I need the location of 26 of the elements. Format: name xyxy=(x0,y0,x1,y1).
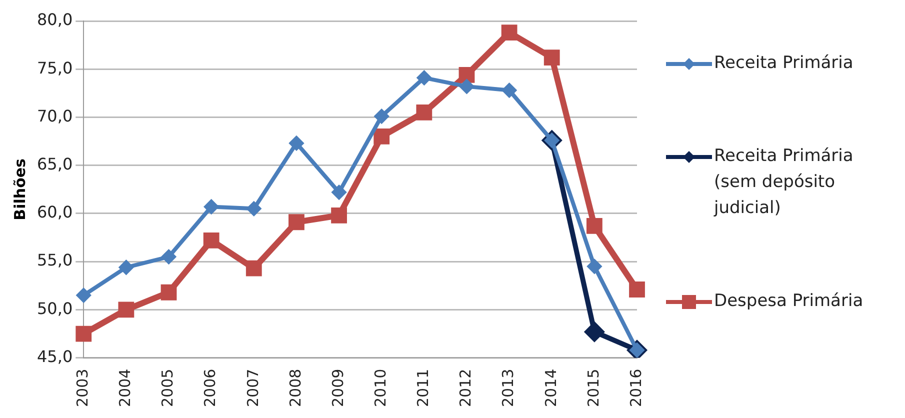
y-axis-title: Bilhões xyxy=(10,158,29,220)
x-tick-label: 2004 xyxy=(116,368,134,408)
x-tick-label: 2014 xyxy=(542,368,560,408)
legend-label: Despesa Primária xyxy=(714,290,864,314)
x-tick-label: 2003 xyxy=(74,368,92,408)
legend-label: Receita Primária xyxy=(714,52,854,75)
x-tick-label: 2005 xyxy=(158,368,177,408)
x-tick-label: 2013 xyxy=(499,368,518,408)
y-tick-label: 45,0 xyxy=(37,346,73,366)
y-tick-label: 65,0 xyxy=(37,154,73,174)
legend-label: Receita Primária (sem depósito judicial) xyxy=(714,144,854,220)
y-tick-label: 50,0 xyxy=(37,298,73,318)
x-tick-label: 2009 xyxy=(328,368,347,408)
x-tick-label: 2008 xyxy=(286,368,304,408)
x-tick-label: 2010 xyxy=(371,368,390,408)
x-tick-label: 2007 xyxy=(244,368,262,408)
x-tick-label: 2015 xyxy=(584,368,602,408)
x-tick-label: 2011 xyxy=(414,368,432,408)
y-tick-label: 75,0 xyxy=(37,58,73,78)
y-tick-label: 55,0 xyxy=(37,250,73,270)
x-tick-label: 2016 xyxy=(626,368,645,408)
y-tick-label: 60,0 xyxy=(37,202,73,222)
y-tick-label: 80,0 xyxy=(37,10,73,30)
y-tick-label: 70,0 xyxy=(37,106,73,126)
x-tick-label: 2006 xyxy=(201,368,220,408)
x-tick-label: 2012 xyxy=(456,368,475,408)
